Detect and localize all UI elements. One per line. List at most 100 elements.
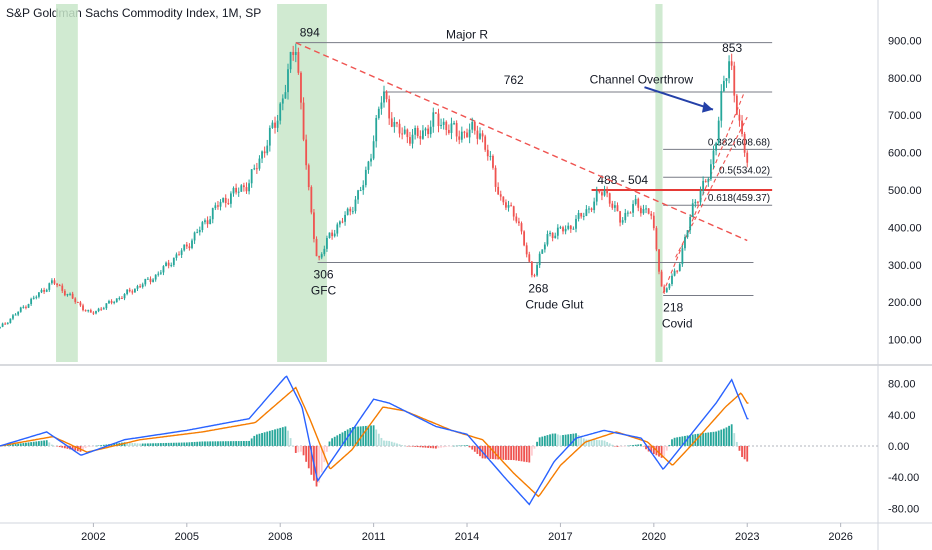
annotation-1: 762 xyxy=(504,73,524,87)
candle xyxy=(652,215,655,229)
histogram-bar xyxy=(427,445,430,448)
histogram-bar xyxy=(403,445,406,447)
histogram-bar xyxy=(543,435,546,446)
histogram-bar xyxy=(289,438,292,446)
candle xyxy=(429,126,432,135)
candle xyxy=(717,120,720,143)
candle xyxy=(497,186,500,195)
candle xyxy=(424,128,427,131)
candle xyxy=(458,136,461,140)
histogram-bar xyxy=(351,427,354,446)
candle xyxy=(673,270,676,276)
candle xyxy=(442,121,445,125)
histogram-bar xyxy=(152,443,154,446)
candle xyxy=(45,289,48,292)
candle xyxy=(715,142,718,151)
candle xyxy=(12,315,14,319)
candle xyxy=(139,286,142,288)
candle xyxy=(494,167,497,187)
candle xyxy=(214,205,217,209)
histogram-bar xyxy=(235,441,238,446)
candle xyxy=(245,187,248,192)
histogram-bar xyxy=(258,433,261,446)
histogram-bar xyxy=(30,442,33,446)
time-tick-label: 2020 xyxy=(642,531,666,543)
macd-tick-label: 80.00 xyxy=(888,379,916,391)
candle xyxy=(492,155,494,168)
candle xyxy=(17,311,20,315)
candle xyxy=(287,69,289,93)
time-tick-label: 2008 xyxy=(268,531,292,543)
shaded-range-0 xyxy=(56,4,78,362)
histogram-bar xyxy=(458,445,461,447)
candle xyxy=(315,238,318,257)
candle xyxy=(419,136,422,139)
histogram-bar xyxy=(50,444,53,446)
price-tick-label: 800.00 xyxy=(888,73,922,85)
histogram-bar xyxy=(136,443,139,446)
candle xyxy=(507,205,510,208)
histogram-bar xyxy=(367,425,370,446)
histogram-bar xyxy=(671,439,673,446)
candle xyxy=(152,279,154,282)
candle xyxy=(634,198,637,205)
candle xyxy=(671,275,673,285)
histogram-bar xyxy=(409,445,411,447)
histogram-bar xyxy=(284,426,287,446)
histogram-bar xyxy=(689,434,692,446)
histogram-bar xyxy=(673,437,676,446)
histogram-bar xyxy=(463,445,466,446)
candle xyxy=(639,207,642,214)
histogram-bar xyxy=(510,445,513,461)
histogram-bar xyxy=(292,445,295,447)
candle xyxy=(76,301,79,303)
candle xyxy=(616,205,619,212)
candle xyxy=(14,314,17,316)
candle xyxy=(370,158,372,162)
candle xyxy=(276,120,279,128)
candle xyxy=(307,165,310,188)
candle xyxy=(590,208,593,211)
candle xyxy=(56,283,58,286)
candle xyxy=(227,203,230,205)
histogram-bar xyxy=(567,434,570,446)
candle xyxy=(549,232,551,235)
candle xyxy=(564,228,567,232)
candle xyxy=(525,245,528,255)
histogram-bar xyxy=(476,445,479,454)
histogram-bar xyxy=(185,442,188,446)
candle xyxy=(4,323,7,325)
histogram-bar xyxy=(507,445,510,460)
histogram-bar xyxy=(326,445,328,452)
histogram-bar xyxy=(536,441,538,446)
candle xyxy=(354,199,357,212)
histogram-bar xyxy=(74,445,77,451)
histogram-bar xyxy=(730,424,733,446)
candle xyxy=(536,265,538,276)
histogram-bar xyxy=(14,444,17,446)
histogram-bar xyxy=(87,445,90,447)
histogram-bar xyxy=(515,445,518,461)
fib-label-2: 0.382(608.68) xyxy=(708,137,770,148)
time-tick-label: 2017 xyxy=(548,531,572,543)
candle xyxy=(538,253,541,266)
candle xyxy=(432,112,435,127)
histogram-bar xyxy=(141,443,144,446)
candle xyxy=(520,223,523,232)
candle xyxy=(318,256,321,258)
candle xyxy=(393,122,396,127)
candle xyxy=(30,298,33,305)
candle xyxy=(611,203,614,208)
histogram-bar xyxy=(209,441,212,446)
candle xyxy=(300,72,302,103)
histogram-bar xyxy=(416,445,419,448)
histogram-bar xyxy=(294,445,297,453)
histogram-bar xyxy=(722,428,725,446)
histogram-bar xyxy=(328,441,331,446)
candle xyxy=(206,220,209,225)
candle xyxy=(608,193,611,204)
candle xyxy=(603,190,606,196)
candle xyxy=(279,103,282,121)
histogram-bar xyxy=(271,430,274,446)
